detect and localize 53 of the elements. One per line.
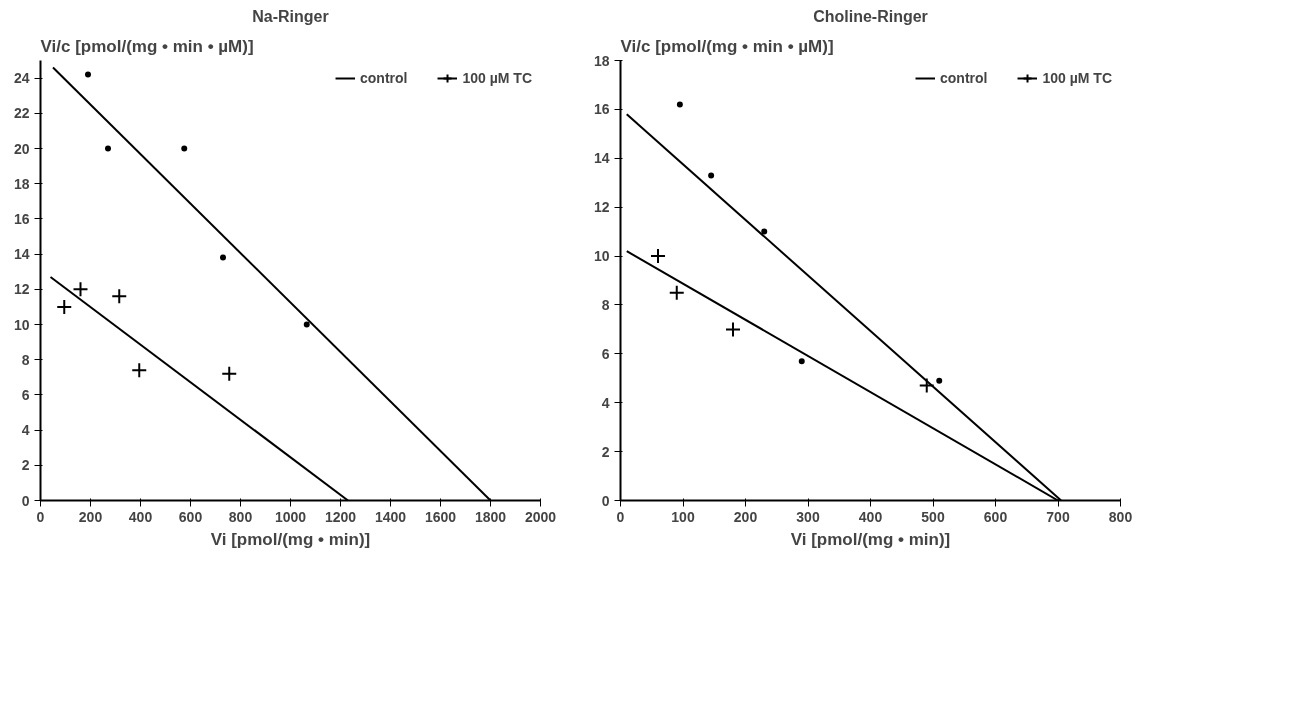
x-tick-label: 1400 <box>374 508 407 525</box>
y-tick-label: 16 <box>593 101 610 118</box>
y-tick-label: 14 <box>593 150 610 167</box>
y-tick-label: 0 <box>21 492 30 509</box>
x-tick-label: 1800 <box>474 508 507 525</box>
chart-title: Na-Ringer <box>252 7 329 25</box>
y-tick-label: 4 <box>21 422 30 439</box>
y-tick-label: 22 <box>13 105 30 122</box>
y-tick-label: 4 <box>601 394 610 411</box>
y-tick-label: 2 <box>601 443 610 460</box>
x-tick-label: 600 <box>983 508 1008 525</box>
x-tick-label: 500 <box>921 508 945 525</box>
x-tick-label: 1600 <box>424 508 457 525</box>
x-axis-title: Vi [pmol/(mg • min)] <box>790 529 951 549</box>
y-tick-label: 6 <box>601 345 610 362</box>
y-tick-label: 20 <box>13 140 30 157</box>
y-tick-label: 16 <box>13 210 30 227</box>
y-axis-title: Vi/c [pmol/(mg • min • µM)] <box>620 36 834 56</box>
x-tick-label: 100 <box>671 508 695 525</box>
legend-label: 100 µM TC <box>462 70 532 86</box>
x-tick-label: 1000 <box>274 508 307 525</box>
x-tick-label: 0 <box>616 508 625 525</box>
x-tick-label: 2000 <box>524 508 557 525</box>
y-tick-label: 0 <box>601 492 610 509</box>
x-tick-label: 1200 <box>324 508 357 525</box>
x-tick-label: 300 <box>796 508 820 525</box>
y-tick-label: 18 <box>13 175 30 192</box>
x-tick-label: 0 <box>36 508 45 525</box>
x-tick-label: 800 <box>1108 508 1133 525</box>
y-tick-label: 8 <box>21 351 30 368</box>
y-tick-label: 10 <box>593 248 610 265</box>
legend-label: control <box>360 70 408 86</box>
y-tick-label: 18 <box>593 52 610 69</box>
x-tick-label: 800 <box>228 508 253 525</box>
x-tick-label: 200 <box>78 508 103 525</box>
x-tick-label: 400 <box>858 508 883 525</box>
chart-title: Choline-Ringer <box>813 7 928 25</box>
x-tick-label: 700 <box>1046 508 1070 525</box>
x-tick-label: 400 <box>128 508 153 525</box>
y-tick-label: 14 <box>13 246 30 263</box>
x-axis-title: Vi [pmol/(mg • min)] <box>210 529 371 549</box>
y-tick-label: 24 <box>13 70 30 87</box>
legend-label: 100 µM TC <box>1042 70 1112 86</box>
y-tick-label: 12 <box>593 199 610 216</box>
y-tick-label: 10 <box>13 316 30 333</box>
y-axis-title: Vi/c [pmol/(mg • min • µM)] <box>40 36 254 56</box>
legend-label: control <box>940 70 988 86</box>
y-tick-label: 12 <box>13 281 30 298</box>
y-tick-label: 6 <box>21 386 30 403</box>
y-tick-label: 8 <box>601 296 610 313</box>
y-tick-label: 2 <box>21 457 30 474</box>
x-tick-label: 600 <box>178 508 203 525</box>
x-tick-label: 200 <box>733 508 758 525</box>
